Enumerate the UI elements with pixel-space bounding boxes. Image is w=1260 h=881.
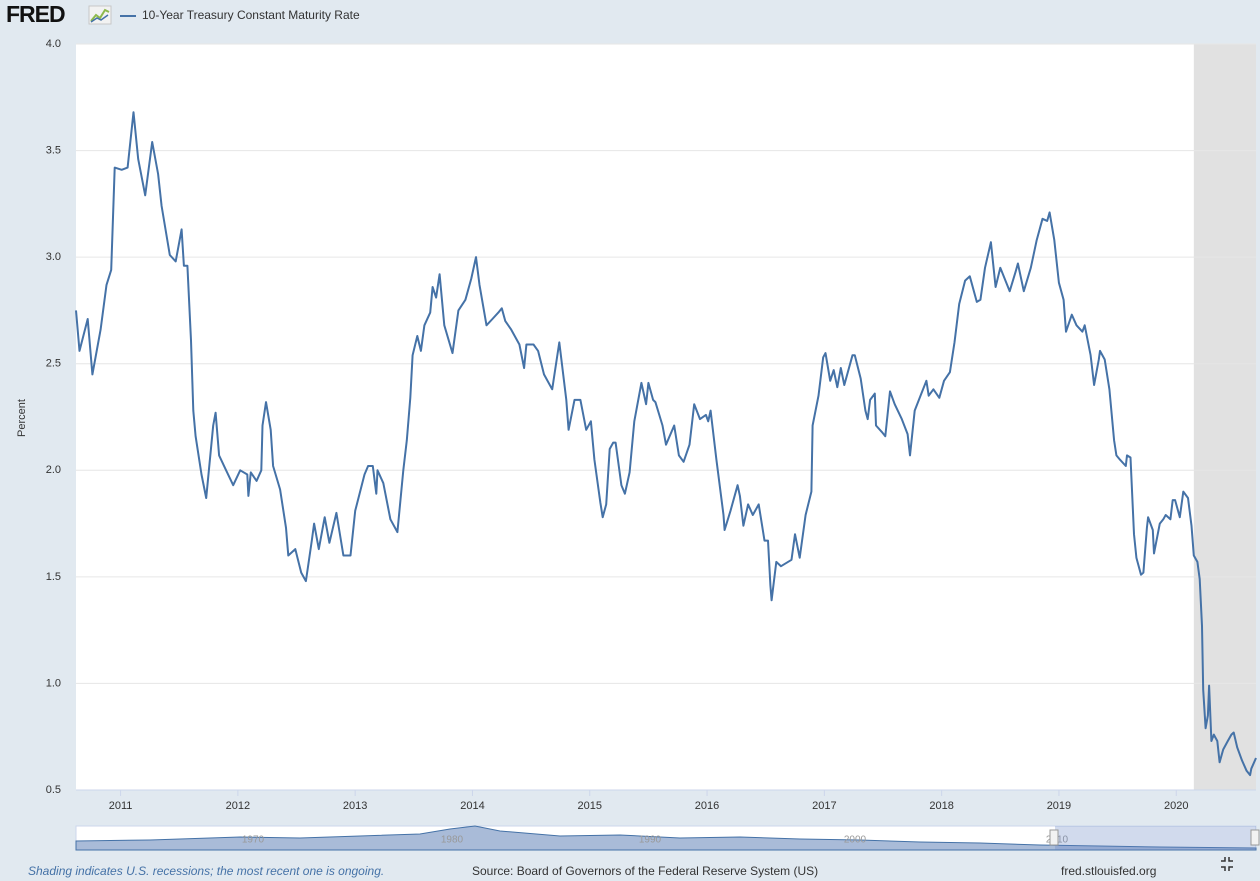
x-tick-label: 2013 <box>343 800 367 812</box>
y-tick-label: 3.5 <box>46 144 61 156</box>
x-tick-label: 2014 <box>460 800 484 812</box>
x-tick-label: 2019 <box>1047 800 1071 812</box>
y-tick-label: 1.0 <box>46 677 61 689</box>
x-tick-label: 2011 <box>109 800 133 812</box>
navigator-label: 1980 <box>441 835 464 846</box>
y-tick-label: 2.5 <box>46 358 61 370</box>
x-tick-label: 2012 <box>226 800 250 812</box>
navigator-label: 1970 <box>242 835 265 846</box>
logo-icon <box>88 5 112 25</box>
x-tick-label: 2018 <box>929 800 953 812</box>
navigator-label: 2000 <box>844 835 867 846</box>
x-tick-label: 2015 <box>578 800 602 812</box>
recession-shade <box>1193 44 1256 790</box>
navigator-handle[interactable] <box>1049 829 1059 846</box>
y-tick-label: 1.5 <box>46 571 61 583</box>
y-tick-label: 4.0 <box>46 38 61 50</box>
plot-area <box>76 44 1256 790</box>
source: Source: Board of Governors of the Federa… <box>472 864 818 878</box>
navigator-selection[interactable] <box>1055 826 1256 850</box>
recession-note: Shading indicates U.S. recessions; the m… <box>28 864 384 878</box>
site-link[interactable]: fred.stlouisfed.org <box>1061 864 1156 878</box>
logo: FRED <box>6 1 65 27</box>
fullscreen-icon[interactable] <box>1221 857 1233 871</box>
x-tick-label: 2020 <box>1164 800 1188 812</box>
navigator-handle[interactable] <box>1250 829 1260 846</box>
x-tick-label: 2017 <box>812 800 836 812</box>
y-tick-label: 0.5 <box>46 784 61 796</box>
legend-label: 10-Year Treasury Constant Maturity Rate <box>142 8 360 22</box>
navigator-series <box>75 825 1257 851</box>
series-line <box>75 111 1257 777</box>
x-tick-label: 2016 <box>695 800 719 812</box>
y-tick-label: 3.0 <box>46 251 61 263</box>
y-axis-label: Percent <box>16 399 28 437</box>
y-tick-label: 2.0 <box>46 464 61 476</box>
navigator-label: 1990 <box>639 835 662 846</box>
